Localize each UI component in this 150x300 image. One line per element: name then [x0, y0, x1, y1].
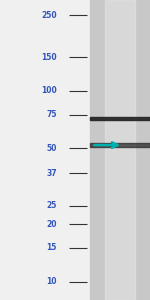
Text: 100: 100 — [41, 86, 57, 95]
Bar — [90, 116, 150, 120]
Text: 150: 150 — [41, 53, 57, 62]
Bar — [105, 0, 135, 300]
Text: 25: 25 — [47, 201, 57, 210]
Text: 250: 250 — [41, 11, 57, 20]
Text: 10: 10 — [46, 277, 57, 286]
Text: 20: 20 — [46, 220, 57, 229]
Bar — [90, 143, 150, 147]
Text: 50: 50 — [47, 144, 57, 153]
Text: 75: 75 — [46, 110, 57, 119]
Text: 15: 15 — [47, 244, 57, 253]
Text: 37: 37 — [46, 169, 57, 178]
Bar — [90, 0, 150, 300]
